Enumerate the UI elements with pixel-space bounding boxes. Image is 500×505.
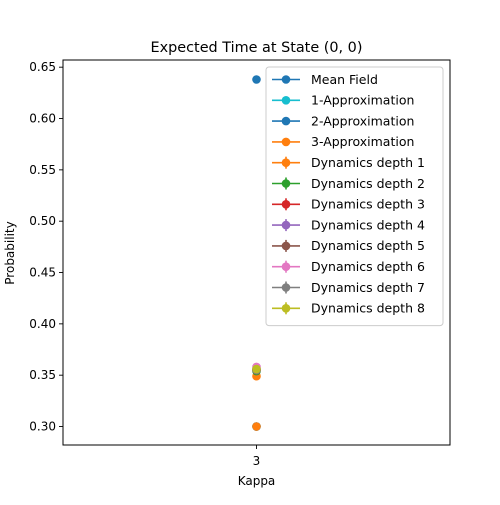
- legend-marker: [281, 220, 291, 230]
- point-mean-field: [252, 75, 261, 84]
- x-tick-label: 3: [253, 454, 261, 468]
- chart-title: Expected Time at State (0, 0): [151, 40, 363, 56]
- legend-label: Dynamics depth 6: [311, 259, 425, 274]
- y-tick-label: 0.35: [29, 368, 56, 382]
- x-axis-label: Kappa: [238, 474, 276, 488]
- legend-marker: [281, 241, 291, 251]
- legend-label: Dynamics depth 7: [311, 280, 425, 295]
- legend-label: Dynamics depth 3: [311, 197, 425, 212]
- point-dynamics-depth-8: [252, 364, 261, 374]
- y-tick-label: 0.30: [29, 420, 56, 434]
- legend-label: 1-Approximation: [311, 93, 414, 108]
- data-marks: [252, 75, 261, 431]
- legend-marker: [281, 75, 291, 84]
- y-tick-label: 0.50: [29, 214, 56, 228]
- y-tick-label: 0.45: [29, 266, 56, 280]
- y-tick-label: 0.60: [29, 112, 56, 126]
- legend-box: [265, 66, 444, 327]
- legend-label: Mean Field: [311, 72, 378, 87]
- legend-marker: [281, 96, 291, 105]
- plot-frame: [62, 59, 451, 446]
- y-tick-label: 0.55: [29, 163, 56, 177]
- legend-marker: [281, 158, 291, 167]
- y-axis-label: Probability: [3, 221, 17, 284]
- legend-label: Dynamics depth 8: [311, 301, 425, 316]
- legend-marker: [281, 116, 291, 126]
- legend: Mean Field 1-Approximation 2-Approximation…: [265, 66, 444, 327]
- point-3-approximation: [252, 422, 261, 431]
- legend-label: Dynamics depth 2: [311, 176, 425, 191]
- legend-marker: [281, 137, 291, 147]
- legend-marker: [281, 200, 291, 209]
- legend-marker: [281, 179, 291, 188]
- legend-label: Dynamics depth 4: [311, 217, 425, 232]
- legend-label: 2-Approximation: [311, 113, 414, 128]
- legend-marker: [281, 283, 291, 292]
- legend-label: 3-Approximation: [311, 134, 414, 149]
- legend-marker: [281, 262, 291, 272]
- y-axis-ticks: 0.30 0.35 0.40 0.45 0.50 0.55 0.60 0.65: [29, 60, 63, 434]
- y-tick-label: 0.65: [29, 60, 56, 74]
- y-tick-label: 0.40: [29, 317, 56, 331]
- legend-label: Dynamics depth 5: [311, 238, 425, 253]
- legend-marker: [281, 304, 291, 313]
- x-axis-ticks: 3: [253, 445, 261, 468]
- legend-label: Dynamics depth 1: [311, 155, 425, 170]
